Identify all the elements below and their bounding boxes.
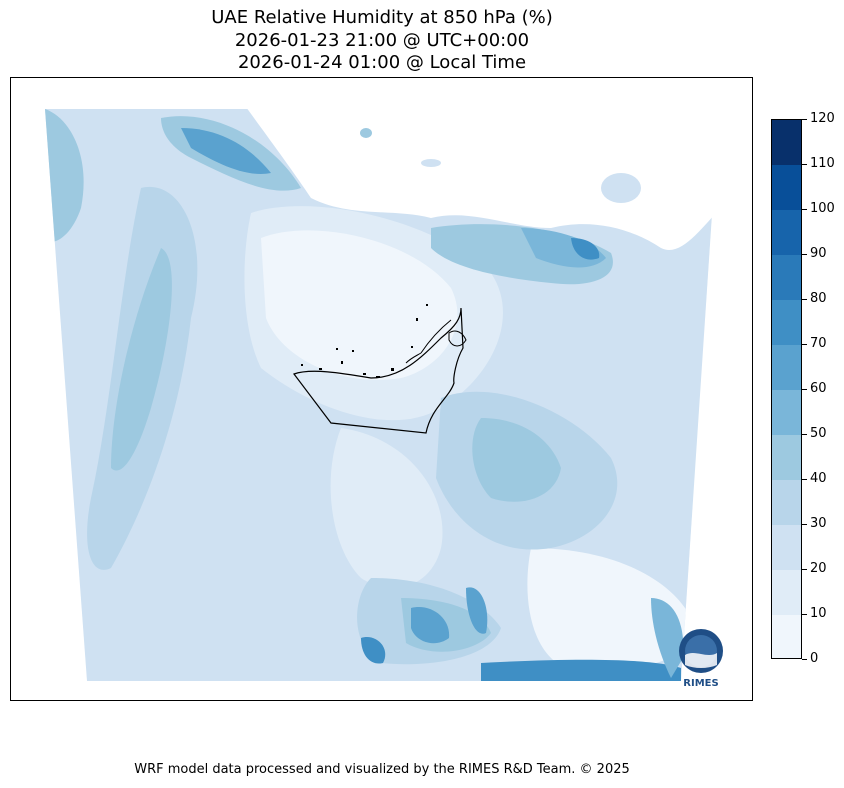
colorbar-band xyxy=(772,165,801,210)
colorbar-tick-label: 120 xyxy=(810,111,835,126)
colorbar-tick-label: 60 xyxy=(810,381,827,396)
coastal-islands xyxy=(301,304,428,378)
logo-text: RIMES xyxy=(683,678,718,689)
map-panel: RIMES xyxy=(10,77,753,701)
colorbar-band xyxy=(772,480,801,525)
colorbar-tick-mark xyxy=(802,163,807,165)
colorbar-band xyxy=(772,300,801,345)
colorbar-tick-label: 80 xyxy=(810,291,827,306)
rh-high-north xyxy=(181,128,271,174)
logo-wave xyxy=(685,653,717,668)
colorbar-tick-mark xyxy=(802,568,807,570)
colorbar-band xyxy=(772,210,801,255)
colorbar-tick-label: 90 xyxy=(810,246,827,261)
colorbar-tick-label: 0 xyxy=(810,651,819,666)
colorbar-band xyxy=(772,345,801,390)
colorbar-tick-mark xyxy=(802,433,807,435)
colorbar-tick-label: 20 xyxy=(810,561,827,576)
rh-high-south xyxy=(411,607,450,644)
rh-island-2 xyxy=(421,159,441,167)
rh-elevated-west xyxy=(111,248,172,471)
rh-high-south-2 xyxy=(466,587,488,634)
rh-island-1 xyxy=(360,128,372,138)
colorbar-tick-mark xyxy=(802,478,807,480)
rh-elevated-southeast xyxy=(651,598,684,678)
utc-time: 2026-01-23 21:00 @ UTC+00:00 xyxy=(234,30,530,51)
local-time: 2026-01-24 01:00 @ Local Time xyxy=(237,52,527,73)
colorbar-band xyxy=(772,615,801,658)
colorbar-tick-label: 100 xyxy=(810,201,835,216)
colorbar-tick-mark xyxy=(802,658,807,660)
colorbar xyxy=(771,119,802,659)
colorbar-tick-label: 40 xyxy=(810,471,827,486)
colorbar-tick-label: 10 xyxy=(810,606,827,621)
rh-minimum-band xyxy=(261,230,458,380)
humidity-field: RIMES xyxy=(45,78,723,689)
musandam-outline xyxy=(448,330,467,347)
rh-peak-south xyxy=(361,637,386,664)
rh-elevated-east xyxy=(472,418,561,502)
colorbar-tick-mark xyxy=(802,343,807,345)
colorbar-tick-label: 50 xyxy=(810,426,827,441)
colorbar-tick-mark xyxy=(802,298,807,300)
colorbar-tick-label: 110 xyxy=(810,156,835,171)
rh-elevated-northwest xyxy=(45,109,84,242)
colorbar-tick-mark xyxy=(802,523,807,525)
colorbar-tick-label: 30 xyxy=(810,516,827,531)
rh-island-3 xyxy=(601,173,641,203)
colorbar-band xyxy=(772,435,801,480)
colorbar-band xyxy=(772,390,801,435)
colorbar-tick-mark xyxy=(802,613,807,615)
colorbar-tick-label: 70 xyxy=(810,336,827,351)
colorbar-band xyxy=(772,120,801,165)
footer-credit: WRF model data processed and visualized … xyxy=(134,762,630,777)
no-data-area xyxy=(241,78,721,250)
colorbar-tick-mark xyxy=(802,208,807,210)
rh-high-southern-edge xyxy=(481,659,681,681)
colorbar-tick-mark xyxy=(802,388,807,390)
uae-border-outline xyxy=(293,307,464,434)
rh-minimum-southeast xyxy=(527,548,693,671)
map-title: UAE Relative Humidity at 850 hPa (%) xyxy=(211,7,553,28)
rimes-logo: RIMES xyxy=(679,629,723,689)
colorbar-band xyxy=(772,525,801,570)
uae-coastline xyxy=(405,319,452,364)
rh-low-south xyxy=(330,428,443,588)
colorbar-tick-mark xyxy=(802,253,807,255)
colorbar-tick-mark xyxy=(802,118,807,120)
colorbar-band xyxy=(772,255,801,300)
rh-peak-gulf xyxy=(571,238,600,260)
colorbar-band xyxy=(772,570,801,615)
